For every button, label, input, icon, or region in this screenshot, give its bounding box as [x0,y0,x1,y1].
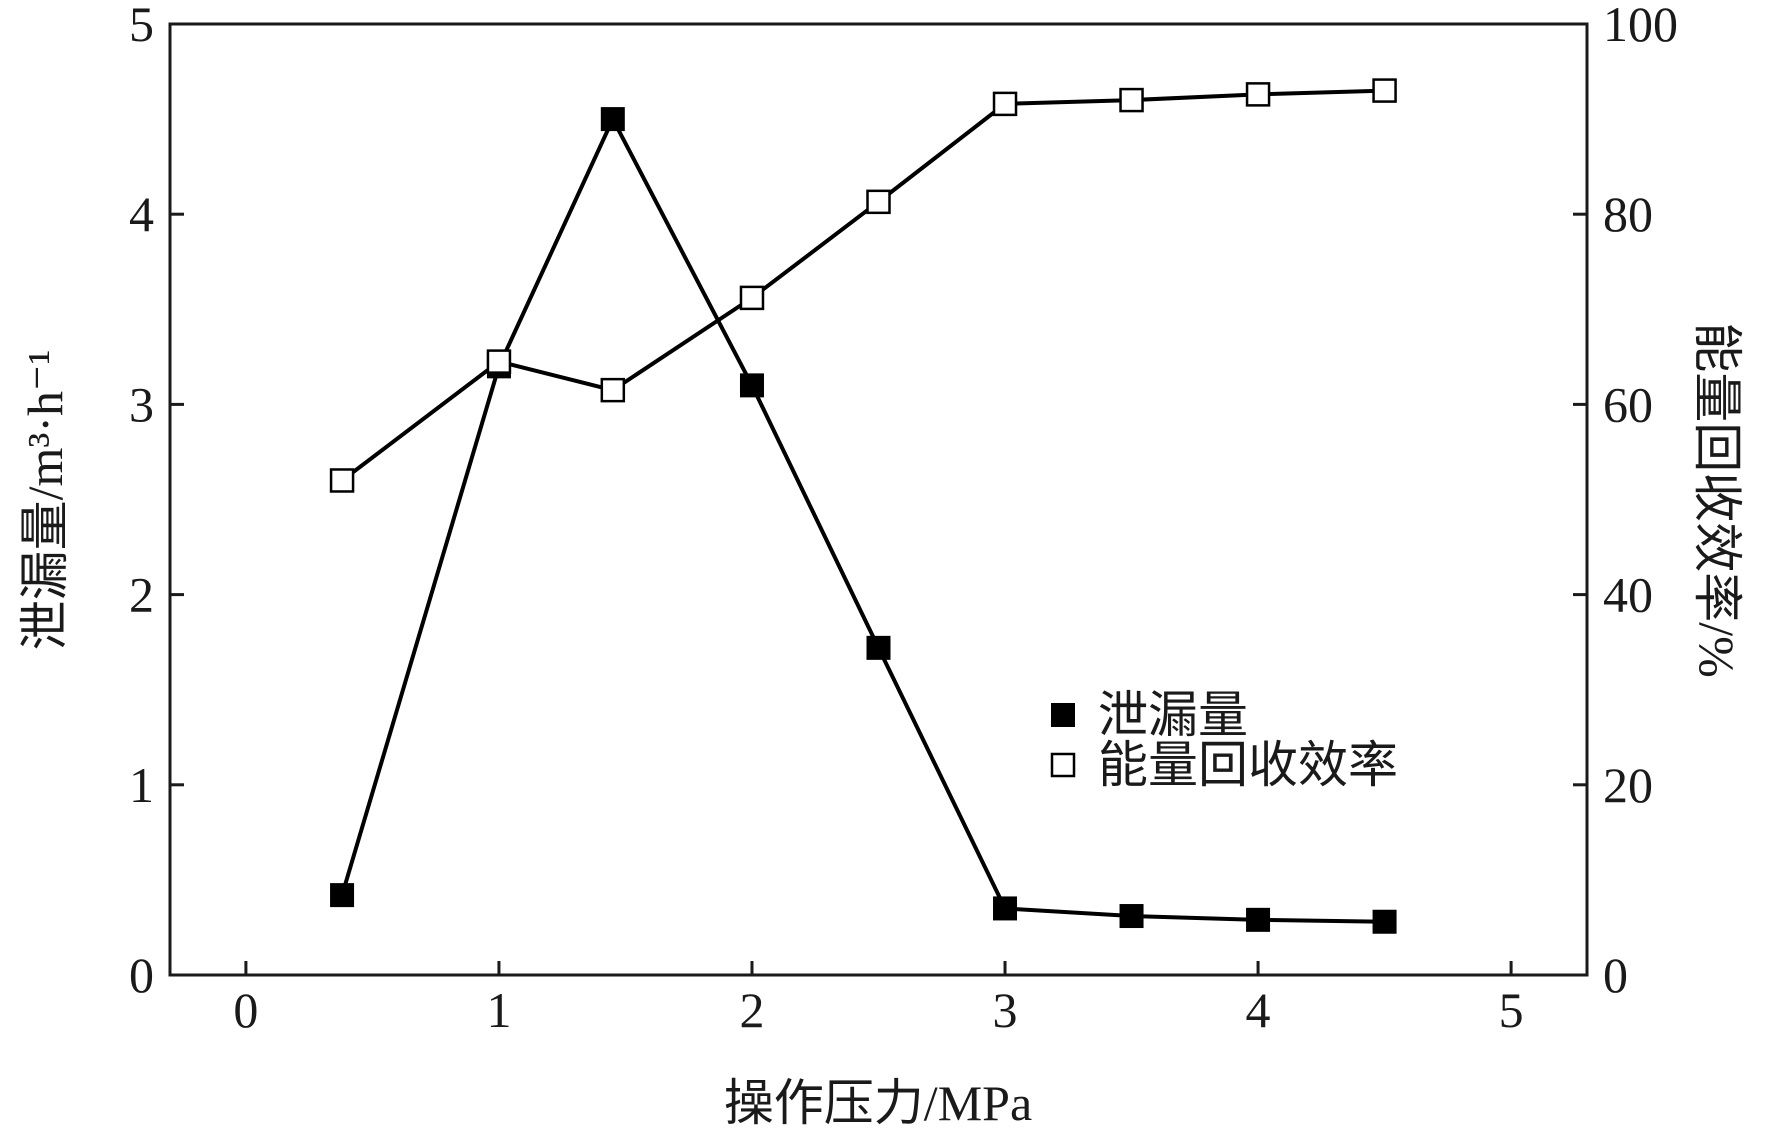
leakage-series-line [340,117,1385,924]
leakage-data-point [1246,907,1271,932]
leakage-data-point [330,883,355,908]
right-y-tick-label: 80 [1603,186,1653,242]
x-tick-label: 0 [233,982,258,1038]
right-y-tick-label: 60 [1603,376,1653,432]
x-tick-label: 4 [1246,982,1271,1038]
left-y-tick-label: 1 [129,757,154,813]
x-tick-label: 3 [993,982,1018,1038]
efficiency-data-point [600,377,626,403]
leakage-data-point [600,107,625,132]
efficiency-data-point [866,189,891,215]
left-y-tick-label: 5 [129,0,154,52]
efficiency-data-point [1245,82,1271,107]
left-y-tick-label: 0 [129,947,154,1003]
x-axis-ticks: 0 1 2 3 4 5 [233,961,1524,1038]
left-y-axis-title: 泄漏量/m³·h⁻¹ [17,350,73,651]
legend-marker-leakage [1051,703,1075,727]
right-y-axis-ticks: 0 20 40 60 80 100 [1573,0,1678,1003]
right-y-tick-label: 20 [1603,757,1653,813]
right-y-axis-title: 能量回收效率/% [1689,322,1745,678]
right-y-tick-label: 100 [1603,0,1678,52]
x-tick-label: 1 [486,982,511,1038]
leakage-data-point [866,635,891,660]
efficiency-data-point [992,91,1018,117]
left-y-tick-label: 4 [129,186,154,242]
left-axis-title-group: 泄漏量/m³·h⁻¹ [17,350,73,651]
legend-marker-efficiency [1050,752,1076,778]
efficiency-data-point [739,285,765,311]
leakage-data-point [1372,909,1397,934]
leakage-data-point [1119,904,1144,929]
legend-label-leakage: 泄漏量 [1098,687,1248,743]
legend: 泄漏量 能量回收效率 [1050,687,1398,793]
left-y-axis-ticks: 0 1 2 3 4 5 [129,0,184,1003]
leakage-data-point [993,896,1018,921]
right-axis-title-group: 能量回收效率/% [1689,322,1745,678]
efficiency-data-point [329,468,355,493]
left-y-tick-label: 2 [129,567,154,623]
plot-frame [168,22,1589,977]
x-axis-title: 操作压力/MPa [724,1075,1032,1131]
series-layer [329,78,1397,934]
right-y-tick-label: 0 [1603,947,1628,1003]
left-y-tick-label: 3 [129,376,154,432]
efficiency-data-point [486,349,512,374]
efficiency-data-point [1119,87,1144,113]
efficiency-series-line [340,88,1385,483]
legend-label-efficiency: 能量回收效率 [1098,737,1398,793]
efficiency-data-point [1372,78,1397,103]
right-y-tick-label: 40 [1603,567,1653,623]
leakage-data-point [739,373,764,398]
x-tick-label: 5 [1499,982,1524,1038]
x-tick-label: 2 [739,982,764,1038]
